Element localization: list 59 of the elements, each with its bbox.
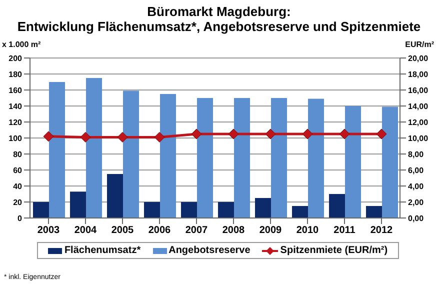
x-tick-label: 2005 — [111, 225, 134, 236]
bar — [382, 106, 398, 218]
bar — [308, 98, 324, 218]
y-tick-label: 20 — [13, 198, 23, 207]
y2-tick-label: 2,00 — [408, 198, 424, 207]
y2-tick-label: 0,00 — [408, 214, 424, 223]
chart-subtitle: Entwicklung Flächenumsatz*, Angebotsreserve und Spitzenmiete — [16, 19, 422, 34]
bar — [366, 206, 382, 218]
x-tick-label: 2008 — [222, 225, 246, 236]
y-tick-label: 180 — [8, 70, 23, 79]
bar — [33, 202, 49, 218]
y2-tick-label: 12,00 — [408, 118, 429, 127]
chart-title: Büromarkt Magdeburg: — [146, 4, 292, 19]
x-tick-label: 2006 — [148, 225, 172, 236]
y2-tick-label: 8,00 — [408, 150, 424, 159]
y-tick-label: 200 — [8, 54, 23, 63]
bar — [181, 202, 197, 218]
y-tick-label: 80 — [13, 150, 23, 159]
bar — [160, 94, 176, 218]
y2-tick-label: 20,00 — [408, 54, 429, 63]
x-tick-label: 2009 — [259, 225, 282, 236]
x-tick-label: 2010 — [296, 225, 320, 236]
bar — [197, 98, 213, 218]
y2-tick-label: 10,00 — [408, 134, 429, 143]
y-tick-label: 0 — [18, 214, 23, 223]
bar — [107, 174, 123, 218]
y-axis-title: x 1.000 m² — [2, 40, 41, 49]
bar — [218, 202, 234, 218]
bar — [329, 194, 345, 218]
x-tick-label: 2012 — [370, 225, 394, 236]
bar — [123, 90, 139, 218]
bar — [255, 198, 271, 218]
legend-label: Spitzenmiete (EUR/m²) — [280, 245, 388, 256]
bar — [292, 206, 308, 218]
y2-axis-title: EUR/m² — [405, 40, 434, 49]
y-tick-label: 40 — [13, 182, 23, 191]
y2-tick-label: 4,00 — [408, 182, 424, 191]
x-tick-label: 2003 — [37, 225, 60, 236]
y-tick-label: 140 — [8, 102, 23, 111]
legend-label: Flächenumsatz* — [64, 245, 141, 256]
y2-tick-label: 18,00 — [408, 70, 429, 79]
bar — [70, 192, 86, 218]
y-tick-label: 160 — [8, 86, 23, 95]
y-tick-label: 60 — [13, 166, 23, 175]
bar — [144, 202, 160, 218]
bar — [345, 106, 361, 218]
bar — [271, 98, 287, 218]
legend-label: Angebotsreserve — [168, 245, 250, 256]
x-tick-label: 2011 — [334, 225, 356, 236]
y2-tick-label: 14,00 — [408, 102, 429, 111]
bar — [49, 82, 65, 218]
x-tick-label: 2004 — [74, 225, 98, 236]
bar — [86, 78, 102, 218]
x-tick-label: 2007 — [185, 225, 208, 236]
y-tick-label: 100 — [8, 134, 23, 143]
y2-tick-label: 16,00 — [408, 86, 429, 95]
y-tick-label: 120 — [8, 118, 23, 127]
bar — [234, 98, 250, 218]
y2-tick-label: 6,00 — [408, 166, 424, 175]
